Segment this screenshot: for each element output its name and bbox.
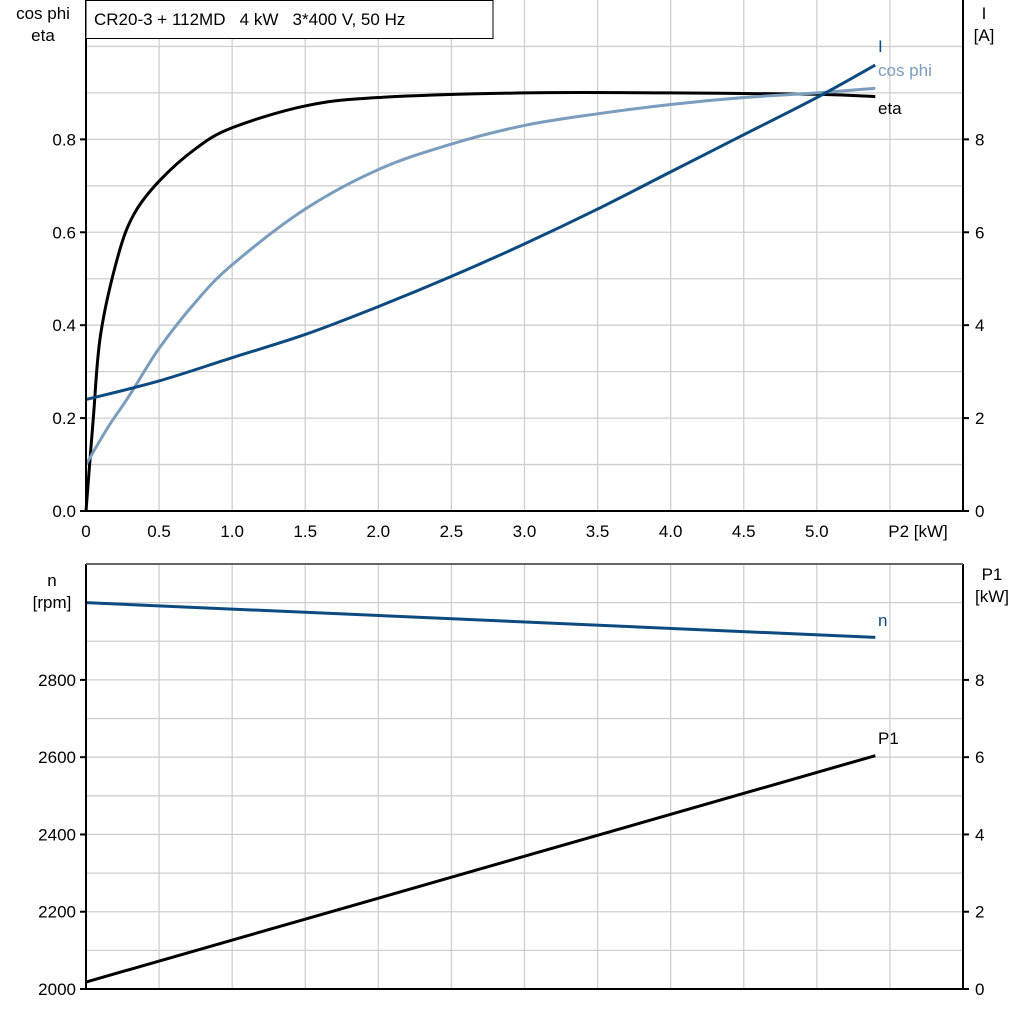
y-tick-label-left: 2400 [38,825,76,844]
series-label: n [878,611,887,630]
y-tick-label-right: 6 [975,748,984,767]
y-tick-label-right: 0 [975,502,984,521]
series-label: cos phi [878,61,932,80]
y-tick-label-right: 2 [975,409,984,428]
x-tick-label: 0.5 [147,522,171,541]
y-tick-label-left: 0.2 [52,409,76,428]
bottom-grid [86,564,963,989]
y-axis-label-left: cos phi [16,4,70,23]
top-grid [86,0,963,511]
x-tick-label: 4.5 [732,522,756,541]
x-tick-label: 4.0 [659,522,683,541]
y-axis-label-right: [kW] [975,587,1009,606]
y-tick-label-left: 2800 [38,671,76,690]
x-tick-label: 2.0 [367,522,391,541]
y-axis-label-right: P1 [982,565,1003,584]
y-tick-label-right: 8 [975,130,984,149]
x-tick-label: 1.0 [220,522,244,541]
series-label: I [878,37,883,56]
y-tick-label-right: 0 [975,980,984,999]
y-tick-label-left: 2000 [38,980,76,999]
x-tick-label: 2.5 [440,522,464,541]
x-tick-label: 0 [81,522,90,541]
series-label: P1 [878,729,899,748]
y-tick-label-left: 0.4 [52,316,76,335]
series-line-I [85,63,877,401]
title-box [85,0,494,39]
axes [80,0,969,990]
y-tick-label-right: 6 [975,223,984,242]
y-tick-label-left: 2200 [38,903,76,922]
x-tick-label: 5.0 [805,522,829,541]
y-axis-label-right: [A] [974,26,995,45]
x-axis-label: P2 [kW] [888,522,948,541]
series-line-eta [84,91,876,512]
series-line-n [85,601,876,639]
y-tick-label-left: 0.0 [52,502,76,521]
series-label: eta [878,99,902,118]
chart-title: CR20-3 + 112MD 4 kW 3*400 V, 50 Hz [94,10,405,29]
series-lines [84,63,877,984]
x-tick-label: 1.5 [293,522,317,541]
y-tick-label-left: 0.6 [52,223,76,242]
series-line-cos-phi [84,86,876,466]
y-tick-label-right: 4 [975,316,984,335]
y-axis-label-left: n [47,571,56,590]
y-tick-label-right: 8 [975,671,984,690]
x-tick-label: 3.0 [513,522,537,541]
y-tick-label-left: 2600 [38,748,76,767]
y-axis-label-left: [rpm] [33,593,72,612]
y-tick-label-left: 0.8 [52,130,76,149]
y-tick-label-right: 4 [975,825,984,844]
labels: 0.0 0.2 0.4 0.6 0.8 0 2 4 6 8 cos phi eta I [A] 0 0.5 1.… [16,4,1009,999]
y-tick-label-right: 2 [975,903,984,922]
series-line-P1 [85,754,876,984]
y-axis-label-left: eta [31,26,55,45]
x-tick-label: 3.5 [586,522,610,541]
y-axis-label-right: I [982,4,987,23]
